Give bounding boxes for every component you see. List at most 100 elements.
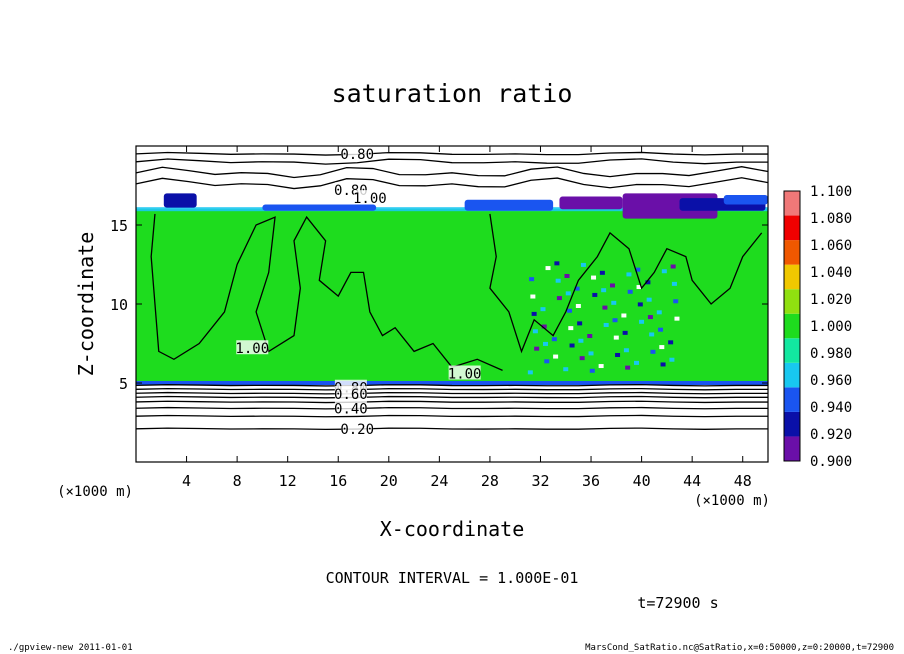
field-cell	[543, 341, 549, 346]
contour-line	[135, 151, 769, 156]
field-cell	[540, 307, 546, 312]
field-patch	[559, 196, 623, 210]
x-unit-left: (×1000 m)	[57, 484, 133, 500]
colorbar-label: 0.940	[810, 400, 852, 416]
x-tick-label: 4	[182, 472, 191, 490]
contour-label-bg	[341, 420, 374, 435]
colorbar-frame	[783, 190, 801, 462]
field-cell	[565, 291, 571, 296]
field-cell	[587, 334, 593, 339]
y-axis-ticks: 5 10 15	[110, 217, 768, 393]
field-cell	[613, 335, 619, 340]
contour-line	[150, 213, 503, 371]
field-cell	[671, 281, 677, 286]
contour-labels: 0.800.801.001.001.000.800.600.400.20	[235, 145, 481, 438]
colorbar-label: 1.060	[810, 238, 852, 254]
x-axis-ticks: 4 8 12 16 20 24 28 32 36 40 44 48	[182, 146, 752, 490]
x-tick-label: 8	[233, 472, 242, 490]
x-tick-label: 20	[380, 472, 398, 490]
field-cell	[599, 270, 605, 275]
colorbar-swatch	[784, 191, 800, 216]
field-cell	[625, 365, 631, 370]
field-cell	[639, 319, 645, 324]
field-cell	[602, 305, 608, 310]
field-cell	[531, 311, 537, 316]
field-cell	[567, 308, 573, 313]
field-cell	[635, 267, 641, 272]
chart-title: saturation ratio	[332, 79, 573, 108]
x-axis-label: X-coordinate	[380, 517, 525, 541]
field-cell	[534, 346, 540, 351]
contour-label-bg	[334, 400, 367, 415]
contour-label: 1.00	[353, 191, 387, 207]
field-cell	[612, 318, 618, 323]
field-cell	[615, 352, 621, 357]
x-tick-label: 40	[633, 472, 651, 490]
field-cell	[569, 343, 575, 348]
field-patch	[464, 199, 554, 211]
field-cell	[621, 313, 627, 318]
field-cell	[603, 322, 609, 327]
contour-line	[135, 395, 769, 399]
field-cell	[580, 262, 586, 267]
field-cell	[553, 354, 559, 359]
y-tick-label: 15	[110, 217, 128, 235]
colorbar-label: 1.000	[810, 319, 852, 335]
colorbar-label: 0.980	[810, 346, 852, 362]
colorbar-label: 1.020	[810, 292, 852, 308]
field-cell	[554, 261, 560, 266]
contour-label: 0.20	[340, 422, 374, 438]
field-patch	[262, 204, 377, 211]
x-tick-label: 28	[481, 472, 499, 490]
contour-line	[135, 427, 769, 431]
colorbar-swatch	[784, 313, 800, 339]
field-cell	[658, 327, 664, 332]
field-cell	[637, 302, 643, 307]
field-cell	[579, 356, 585, 361]
field-cell	[564, 273, 570, 278]
contour-line	[135, 383, 769, 387]
colorbar-swatch	[784, 338, 800, 363]
colorbar-label: 0.920	[810, 427, 852, 443]
colorbar-label: 0.960	[810, 373, 852, 389]
contour-line	[135, 177, 769, 190]
field-cell	[627, 289, 633, 294]
contour-line	[135, 414, 769, 418]
field-patch	[723, 194, 768, 205]
colorbar: 0.900 0.920 0.940 0.960 0.980 1.000 1.020 1.040…	[783, 184, 852, 470]
contour-label: 0.60	[334, 387, 368, 403]
field-cell	[545, 266, 551, 271]
contour-interval: CONTOUR INTERVAL = 1.000E-01	[326, 569, 579, 587]
field-cell	[669, 357, 675, 362]
field-cell	[551, 337, 557, 342]
x-tick-label: 32	[531, 472, 549, 490]
contour-lines	[135, 151, 769, 431]
field-cell	[527, 370, 533, 375]
field-patch	[163, 193, 197, 208]
contour-label-bg	[236, 340, 269, 355]
colorbar-swatch	[784, 240, 800, 265]
field-cell	[623, 348, 629, 353]
field-cell	[556, 296, 562, 301]
top-edge-band	[136, 207, 768, 212]
field-cell	[647, 315, 653, 320]
colorbar-label: 1.080	[810, 211, 852, 227]
contour-line	[489, 213, 763, 354]
field-cell	[634, 360, 640, 365]
field-cell	[673, 299, 679, 304]
colorbar-swatch	[784, 215, 800, 241]
bottom-edge-band	[136, 381, 768, 385]
field-cell	[529, 277, 535, 282]
y-tick-label: 10	[110, 296, 128, 314]
field-cell	[646, 297, 652, 302]
colorbar-swatch	[784, 411, 800, 437]
contour-line	[135, 158, 769, 165]
field-cell	[668, 340, 674, 345]
field-cell	[650, 349, 656, 354]
cloud-layer	[136, 209, 768, 383]
colorbar-label: 1.100	[810, 184, 852, 200]
contour-label-bg	[353, 190, 386, 205]
field-cell	[578, 338, 584, 343]
footer-left: ./gpview-new 2011-01-01	[8, 643, 133, 653]
